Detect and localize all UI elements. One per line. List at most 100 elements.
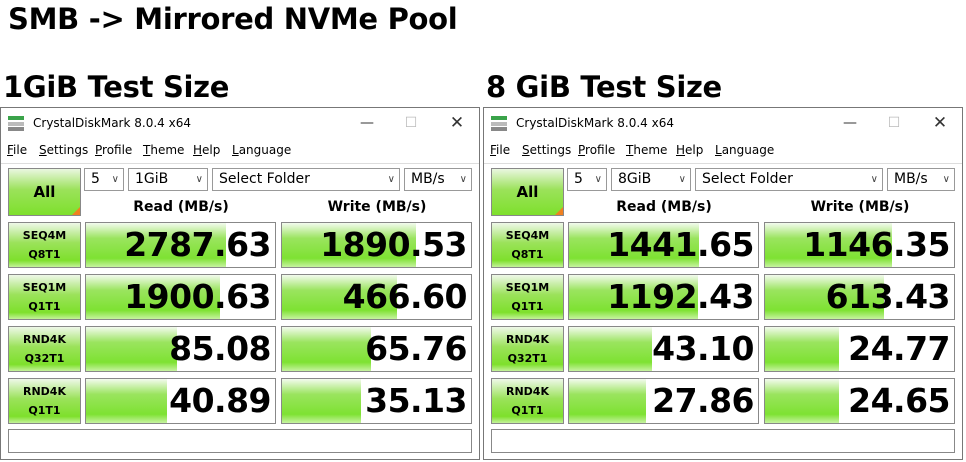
test-button[interactable]: SEQ1M Q1T1 (491, 274, 564, 320)
test-name: RND4K (506, 385, 549, 398)
read-result: 43.10 (568, 326, 759, 372)
write-result: 466.60 (281, 274, 472, 320)
chevron-down-icon: ∨ (195, 174, 203, 185)
read-value: 2787.63 (124, 225, 271, 264)
write-header: Write (MB/s) (810, 199, 910, 215)
size-select[interactable]: 1GiB ∨ (128, 168, 208, 191)
maximize-icon[interactable]: ☐ (887, 115, 901, 131)
folder-value: Select Folder (702, 171, 793, 187)
menu-file[interactable]: File (490, 143, 511, 157)
read-value: 85.08 (169, 329, 271, 368)
menu-settings[interactable]: Settings (39, 143, 89, 157)
read-bar (86, 379, 168, 423)
read-bar (569, 327, 653, 371)
test-name: RND4K (23, 333, 66, 346)
menu-help[interactable]: Help (676, 143, 704, 157)
read-value: 40.89 (169, 381, 271, 420)
count-value: 5 (91, 171, 100, 187)
read-bar (86, 223, 226, 267)
test-button[interactable]: SEQ1M Q1T1 (8, 274, 81, 320)
menu-bar: File Settings Profile Theme Help Language (484, 139, 962, 161)
title-bar: CrystalDiskMark 8.0.4 x64 — ☐ ✕ (484, 108, 962, 139)
test-name: RND4K (23, 385, 66, 398)
title-bar: CrystalDiskMark 8.0.4 x64 — ☐ ✕ (1, 108, 479, 139)
write-value: 35.13 (365, 381, 467, 420)
unit-value: MB/s (411, 171, 445, 187)
read-header: Read (MB/s) (616, 199, 712, 215)
all-button[interactable]: All (491, 168, 564, 216)
test-button[interactable]: RND4K Q32T1 (491, 326, 564, 372)
read-bar (86, 275, 221, 319)
unit-select[interactable]: MB/s ∨ (404, 168, 472, 191)
test-size-caption: 1GiB Test Size (3, 70, 230, 104)
corner-marker (72, 207, 80, 215)
read-result: 85.08 (85, 326, 276, 372)
test-button[interactable]: SEQ4M Q8T1 (8, 222, 81, 268)
menu-theme[interactable]: Theme (626, 143, 668, 157)
write-result: 613.43 (764, 274, 955, 320)
menu-file[interactable]: File (7, 143, 28, 157)
write-value: 613.43 (825, 277, 951, 316)
write-result: 24.77 (764, 326, 955, 372)
chevron-down-icon: ∨ (594, 174, 602, 185)
unit-select[interactable]: MB/s ∨ (887, 168, 955, 191)
comment-input[interactable] (491, 429, 955, 453)
size-value: 8GiB (618, 171, 652, 187)
maximize-icon[interactable]: ☐ (404, 115, 418, 131)
size-value: 1GiB (135, 171, 169, 187)
test-params: Q1T1 (28, 300, 61, 313)
test-params: Q1T1 (28, 404, 61, 417)
read-bar (569, 379, 647, 423)
minimize-icon[interactable]: — (360, 115, 374, 131)
chevron-down-icon: ∨ (387, 174, 395, 185)
menu-help[interactable]: Help (193, 143, 221, 157)
read-value: 27.86 (652, 381, 754, 420)
chevron-down-icon: ∨ (942, 174, 950, 185)
write-value: 65.76 (365, 329, 467, 368)
test-button[interactable]: RND4K Q32T1 (8, 326, 81, 372)
test-name: SEQ1M (505, 281, 550, 294)
chevron-down-icon: ∨ (459, 174, 467, 185)
crystaldiskmark-window: CrystalDiskMark 8.0.4 x64 — ☐ ✕ File Sett… (0, 107, 480, 460)
count-select[interactable]: 5 ∨ (567, 168, 607, 191)
test-name: RND4K (506, 333, 549, 346)
read-header: Read (MB/s) (133, 199, 229, 215)
window-title: CrystalDiskMark 8.0.4 x64 (33, 116, 191, 130)
test-params: Q8T1 (28, 248, 61, 261)
chevron-down-icon: ∨ (111, 174, 119, 185)
test-button[interactable]: SEQ4M Q8T1 (491, 222, 564, 268)
benchmark-panel: All 5 ∨ 1GiB ∨ Select Folder ∨ MB/s ∨ Read (… (1, 163, 479, 459)
read-result: 40.89 (85, 378, 276, 424)
read-bar (569, 275, 698, 319)
test-params: Q8T1 (511, 248, 544, 261)
test-button[interactable]: RND4K Q1T1 (491, 378, 564, 424)
folder-select[interactable]: Select Folder ∨ (212, 168, 400, 191)
corner-marker (555, 207, 563, 215)
comment-input[interactable] (8, 429, 472, 453)
test-button[interactable]: RND4K Q1T1 (8, 378, 81, 424)
write-result: 35.13 (281, 378, 472, 424)
menu-profile[interactable]: Profile (95, 143, 133, 157)
menu-profile[interactable]: Profile (578, 143, 616, 157)
write-result: 24.65 (764, 378, 955, 424)
menu-theme[interactable]: Theme (143, 143, 185, 157)
write-bar (282, 275, 398, 319)
menu-settings[interactable]: Settings (522, 143, 572, 157)
test-params: Q1T1 (511, 300, 544, 313)
folder-select[interactable]: Select Folder ∨ (695, 168, 883, 191)
benchmark-panel: All 5 ∨ 8GiB ∨ Select Folder ∨ MB/s ∨ Read (… (484, 163, 962, 459)
close-icon[interactable]: ✕ (449, 113, 465, 133)
write-value: 24.77 (848, 329, 950, 368)
read-value: 1192.43 (607, 277, 754, 316)
close-icon[interactable]: ✕ (932, 113, 948, 133)
count-select[interactable]: 5 ∨ (84, 168, 124, 191)
minimize-icon[interactable]: — (843, 115, 857, 131)
size-select[interactable]: 8GiB ∨ (611, 168, 691, 191)
write-bar (765, 223, 892, 267)
all-button[interactable]: All (8, 168, 81, 216)
menu-language[interactable]: Language (715, 143, 775, 157)
window-title: CrystalDiskMark 8.0.4 x64 (516, 116, 674, 130)
write-value: 1146.35 (803, 225, 950, 264)
read-value: 43.10 (652, 329, 754, 368)
menu-language[interactable]: Language (232, 143, 292, 157)
